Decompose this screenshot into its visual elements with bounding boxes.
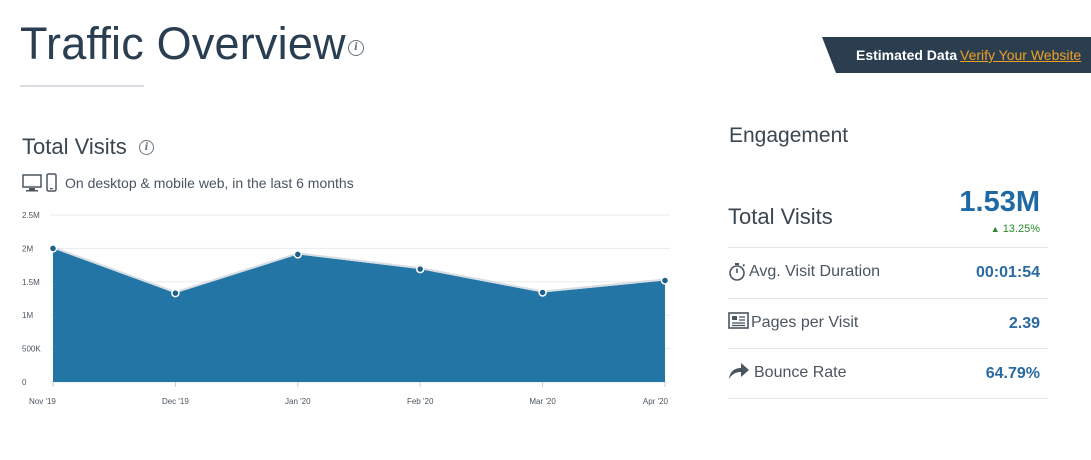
x-tick-label: Dec '19: [162, 397, 189, 406]
data-point: [48, 244, 58, 253]
info-icon[interactable]: i: [139, 140, 154, 155]
data-point: [538, 288, 547, 297]
x-tick-label: Feb '20: [407, 397, 434, 406]
y-tick-label: 1M: [22, 311, 33, 320]
info-icon[interactable]: i: [348, 40, 364, 56]
engagement-title: Engagement: [729, 124, 849, 147]
total-visits-title: Total Visits: [22, 134, 127, 159]
bounce-arrow-icon: [729, 363, 749, 379]
data-point: [293, 250, 303, 259]
avg-visit-duration-value: 00:01:54: [975, 264, 1040, 281]
desktop-icon: [22, 174, 42, 192]
bounce-rate-row: Bounce Rate 64.79%: [728, 349, 1048, 399]
avg-visit-duration-row: Avg. Visit Duration 00:01:54: [728, 248, 1048, 299]
estimated-data-label: Estimated Data: [856, 47, 958, 63]
avg-visit-duration-label: Avg. Visit Duration: [749, 263, 881, 280]
device-description: On desktop & mobile web, in the last 6 m…: [65, 175, 354, 191]
pages-per-visit-label: Pages per Visit: [751, 314, 859, 331]
pages-per-visit-value: 2.39: [1008, 315, 1040, 332]
x-tick-label: Apr '20: [643, 397, 669, 406]
total-visits-row: Total Visits 1.53M ▲ 13.25%: [728, 186, 1048, 248]
pages-per-visit-row: Pages per Visit 2.39: [728, 299, 1048, 349]
y-tick-label: 500K: [22, 345, 41, 354]
mobile-icon: [46, 173, 57, 192]
total-visits-change: ▲ 13.25%: [990, 223, 1040, 235]
y-tick-label: 2M: [22, 244, 33, 253]
y-tick-label: 0: [22, 378, 27, 387]
up-chevron-icon: ▲: [990, 224, 1000, 234]
x-tick-label: Nov '19: [29, 397, 56, 406]
y-tick-label: 2.5M: [22, 211, 40, 220]
data-point: [660, 276, 670, 285]
title-underline: [20, 85, 144, 87]
pages-icon: [728, 312, 749, 329]
page-title: Traffic Overview: [20, 18, 346, 69]
total-visits-chart: 0 500K 1M 1.5M 2M 2.5M Nov '19 Dec '19 Jan '20 Fe…: [22, 211, 670, 406]
bounce-rate-value: 64.79%: [985, 365, 1040, 382]
verify-website-link[interactable]: Verify Your Website: [960, 47, 1082, 63]
visits-area: [53, 248, 665, 382]
data-point: [171, 288, 180, 298]
total-visits-value: 1.53M: [959, 186, 1040, 218]
x-tick-label: Mar '20: [529, 397, 556, 406]
x-tick-label: Jan '20: [285, 397, 311, 406]
bounce-rate-label: Bounce Rate: [754, 364, 847, 381]
stopwatch-icon: [729, 263, 746, 281]
total-visits-label: Total Visits: [728, 204, 833, 229]
estimated-data-banner: Estimated Data Verify Your Website: [822, 37, 1091, 73]
y-tick-label: 1.5M: [22, 278, 40, 287]
device-icons: [22, 173, 62, 193]
visits-line: [52, 246, 666, 294]
data-point: [415, 264, 425, 274]
